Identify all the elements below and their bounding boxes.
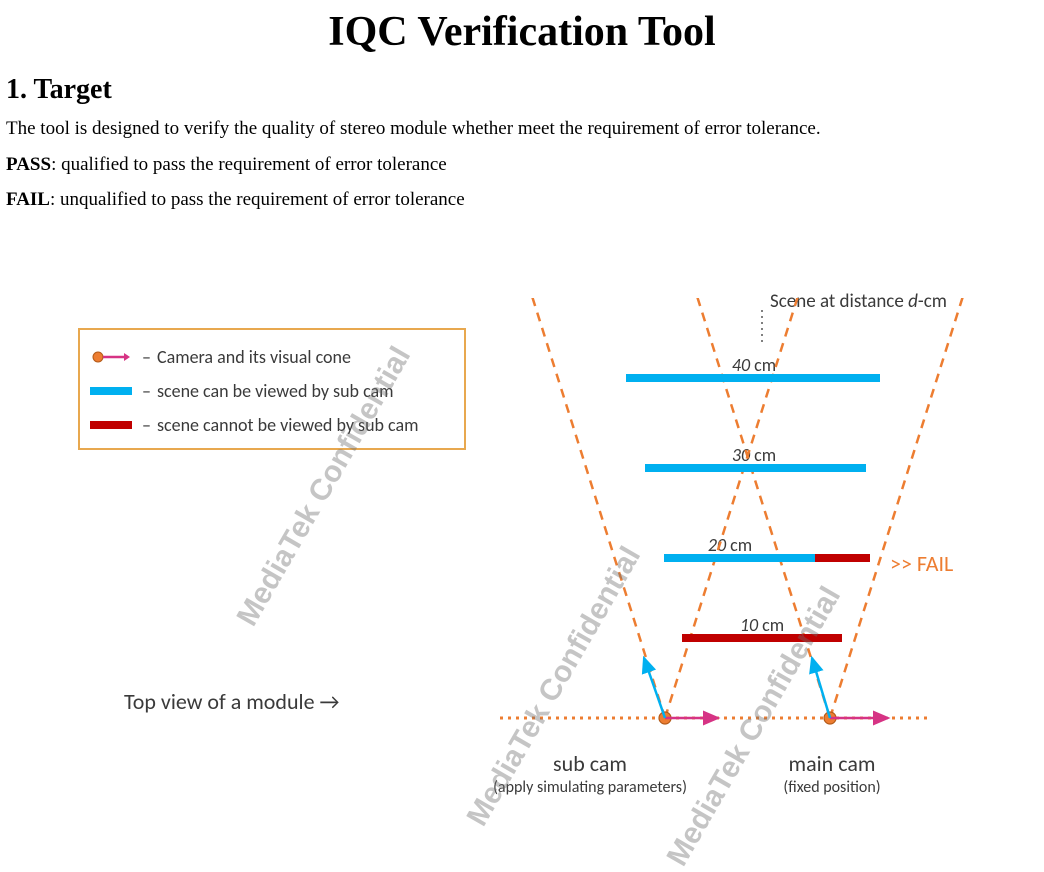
fail-line: FAIL: unqualified to pass the requiremen… [6,187,1044,213]
intro-paragraph: The tool is designed to verify the quali… [6,116,1044,142]
diagram: – Camera and its visual cone – scene can… [70,298,990,848]
pass-line: PASS: qualified to pass the requirement … [6,152,1044,178]
pass-label: PASS [6,154,51,175]
pass-text: : qualified to pass the requirement of e… [51,154,447,175]
page-title: IQC Verification Tool [0,8,1044,56]
fail-label: FAIL [6,189,50,210]
fail-text: : unqualified to pass the requirement of… [50,189,465,210]
diagram-svg [70,298,990,848]
section-heading: 1. Target [6,74,1044,106]
